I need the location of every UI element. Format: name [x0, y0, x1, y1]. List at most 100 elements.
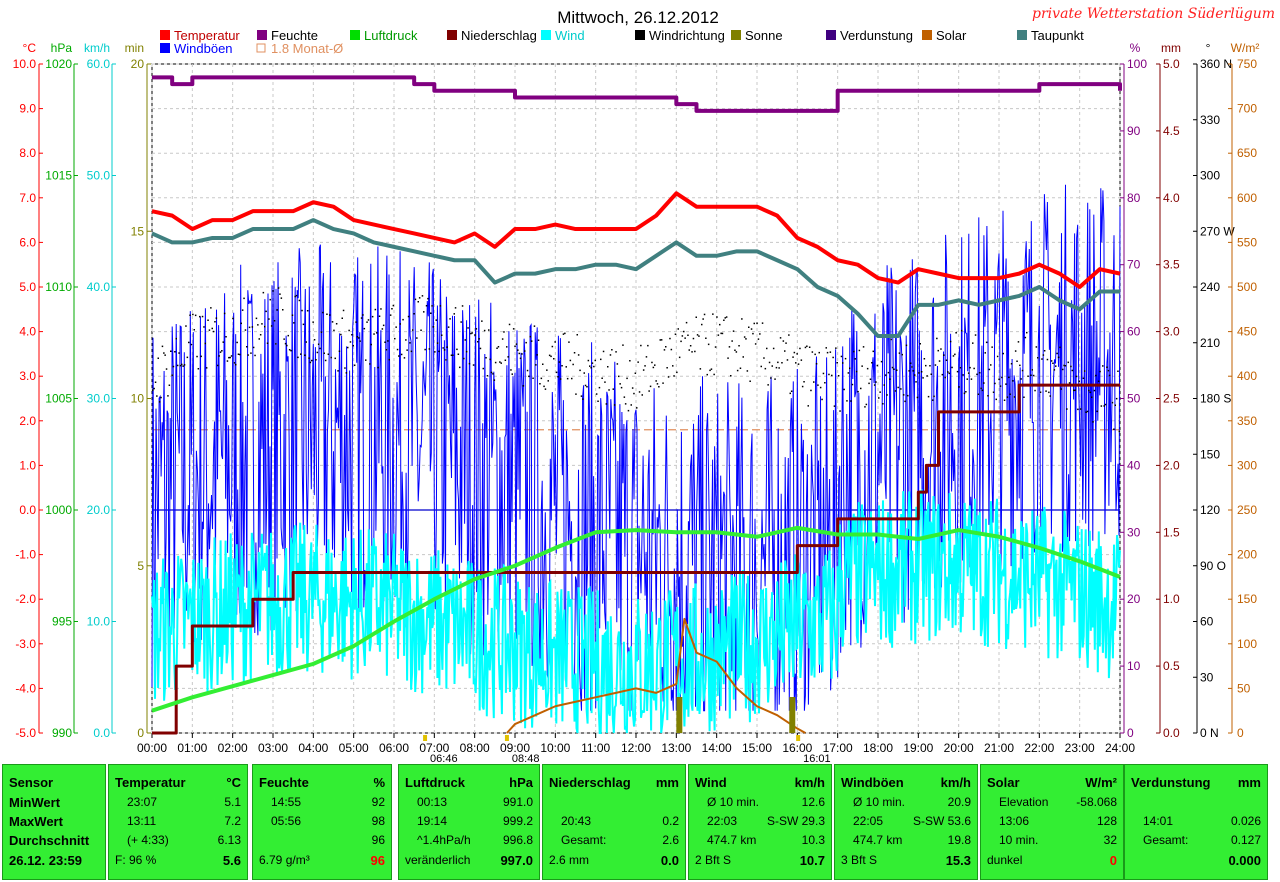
windrichtung-point — [1030, 374, 1032, 376]
legend-swatch — [257, 30, 267, 40]
windrichtung-point — [152, 389, 154, 391]
windrichtung-point — [604, 381, 606, 383]
windrichtung-point — [246, 346, 248, 348]
windrichtung-point — [432, 326, 435, 328]
windrichtung-point — [705, 337, 707, 339]
windrichtung-point — [553, 358, 555, 360]
windrichtung-point — [763, 357, 765, 359]
windrichtung-point — [882, 403, 884, 405]
sensor-label-panel: Sensor MinWert MaxWert Durchschnitt 26.1… — [2, 764, 106, 880]
windrichtung-point — [965, 391, 967, 393]
windrichtung-point — [714, 346, 717, 348]
windrichtung-point — [966, 378, 968, 380]
windrichtung-point — [985, 341, 988, 344]
windrichtung-point — [734, 349, 736, 351]
windrichtung-point — [196, 355, 198, 358]
windrichtung-point — [889, 378, 891, 380]
windrichtung-point — [276, 309, 278, 311]
solar-panel: Solar W/m² Elevation -58.068 13:06 128 10 min.… — [980, 764, 1124, 880]
windrichtung-point — [302, 323, 305, 326]
right-axis-tick-label: 120 — [1200, 503, 1220, 517]
windrichtung-point — [475, 328, 478, 330]
windrichtung-point — [472, 364, 475, 366]
right-axis-tick-label: 90 O — [1200, 559, 1226, 573]
windrichtung-point — [571, 377, 573, 380]
right-axis-tick-label: 0 N — [1200, 726, 1219, 740]
series-wind — [151, 488, 1121, 734]
windrichtung-point — [1010, 363, 1013, 365]
windrichtung-point — [482, 367, 484, 370]
x-tick-label: 10:00 — [540, 741, 570, 755]
windrichtung-point — [1049, 395, 1051, 397]
windrichtung-point — [609, 354, 612, 356]
windrichtung-point — [407, 315, 410, 318]
windrichtung-point — [566, 377, 569, 380]
right-axis-tick-label: 750 — [1237, 57, 1257, 71]
x-tick-label: 08:00 — [460, 741, 490, 755]
legend-swatch — [541, 30, 551, 40]
windrichtung-point — [1061, 368, 1064, 371]
left-axis-tick-label: 3.0 — [19, 369, 36, 383]
left-axis-tick-label: 15 — [131, 224, 145, 238]
panel-cell-label: 14:55 — [271, 795, 302, 809]
panel-row: (+ 4:33) 6.13 — [115, 833, 241, 849]
left-axis-unit: hPa — [51, 41, 73, 55]
windrichtung-point — [644, 365, 646, 367]
windrichtung-point — [995, 398, 997, 401]
x-tick-label: 00:00 — [137, 741, 167, 755]
row-label-avg: Durchschnitt — [9, 833, 90, 848]
windrichtung-point — [864, 406, 866, 408]
windrichtung-point — [488, 329, 490, 331]
windrichtung-point — [304, 354, 306, 356]
windrichtung-point — [833, 405, 836, 407]
windrichtung-point — [258, 338, 260, 340]
windrichtung-point — [181, 363, 183, 366]
windrichtung-point — [602, 350, 605, 353]
windrichtung-point — [586, 386, 588, 388]
windrichtung-point — [165, 368, 168, 370]
x-tick-label: 05:00 — [339, 741, 369, 755]
panel-row: 10 min. 32 — [987, 833, 1117, 849]
panel-row: Ø 10 min. 12.6 — [695, 795, 825, 811]
windrichtung-point — [1102, 365, 1104, 367]
left-axis-tick-label: 0 — [137, 726, 144, 740]
windrichtung-point — [952, 355, 955, 357]
windrichtung-point — [497, 346, 500, 348]
windrichtung-point — [280, 297, 283, 299]
panel-heading: Feuchte% — [259, 775, 385, 791]
windrichtung-point — [672, 365, 674, 367]
windrichtung-point — [254, 354, 256, 357]
right-axis-tick-label: 30 — [1200, 670, 1214, 684]
windrichtung-point — [915, 381, 917, 383]
windrichtung-point — [961, 329, 963, 332]
panel-row: dunkel 0 — [987, 853, 1117, 869]
x-tick-label: 22:00 — [1024, 741, 1054, 755]
windrichtung-point — [699, 368, 702, 370]
windrichtung-point — [192, 313, 194, 316]
windrichtung-point — [900, 388, 902, 390]
right-axis-tick-label: 360 N — [1200, 57, 1232, 71]
windrichtung-point — [739, 367, 742, 369]
windrichtung-point — [358, 337, 360, 339]
panel-row: 05:56 98 — [259, 814, 385, 830]
windrichtung-point — [507, 356, 509, 358]
windrichtung-point — [1003, 399, 1006, 401]
windrichtung-point — [223, 312, 226, 315]
windrichtung-point — [898, 352, 901, 354]
right-axis-tick-label: 20 — [1127, 592, 1141, 606]
windrichtung-point — [387, 340, 389, 342]
panel-title: Temperatur — [115, 775, 186, 790]
windrichtung-point — [1041, 358, 1043, 360]
windrichtung-point — [185, 325, 187, 327]
windrichtung-point — [493, 379, 496, 381]
windrichtung-point — [370, 343, 372, 346]
windrichtung-point — [348, 329, 350, 332]
windrichtung-point — [738, 345, 740, 347]
windrichtung-point — [197, 368, 200, 370]
windrichtung-point — [689, 345, 692, 347]
windrichtung-point — [471, 332, 473, 334]
windrichtung-point — [710, 368, 713, 370]
panel-row: 0.000 — [1131, 853, 1261, 869]
right-axis-tick-label: 2.5 — [1163, 392, 1180, 406]
windrichtung-point — [875, 381, 877, 383]
